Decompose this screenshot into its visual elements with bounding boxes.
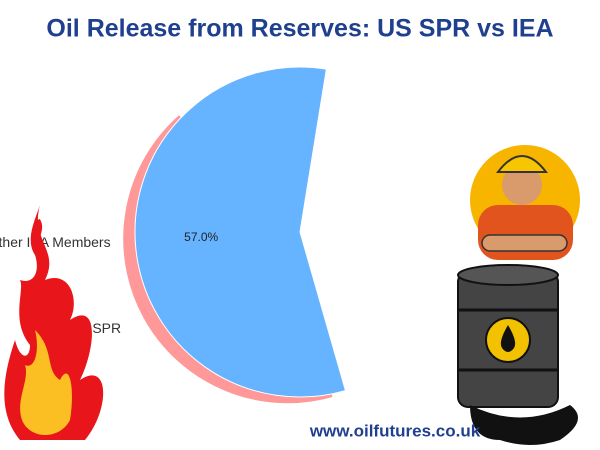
oil-worker-illustration [470, 145, 580, 260]
footer-url: www.oilfutures.co.uk [309, 421, 481, 440]
oil-barrel-illustration [457, 264, 578, 445]
category-label: Other IEA Members [0, 234, 111, 250]
pie-slice [134, 66, 347, 398]
flame-illustration [4, 205, 104, 440]
chart-title: Oil Release from Reserves: US SPR vs IEA [46, 15, 553, 43]
value-label: 57.0% [184, 230, 218, 244]
